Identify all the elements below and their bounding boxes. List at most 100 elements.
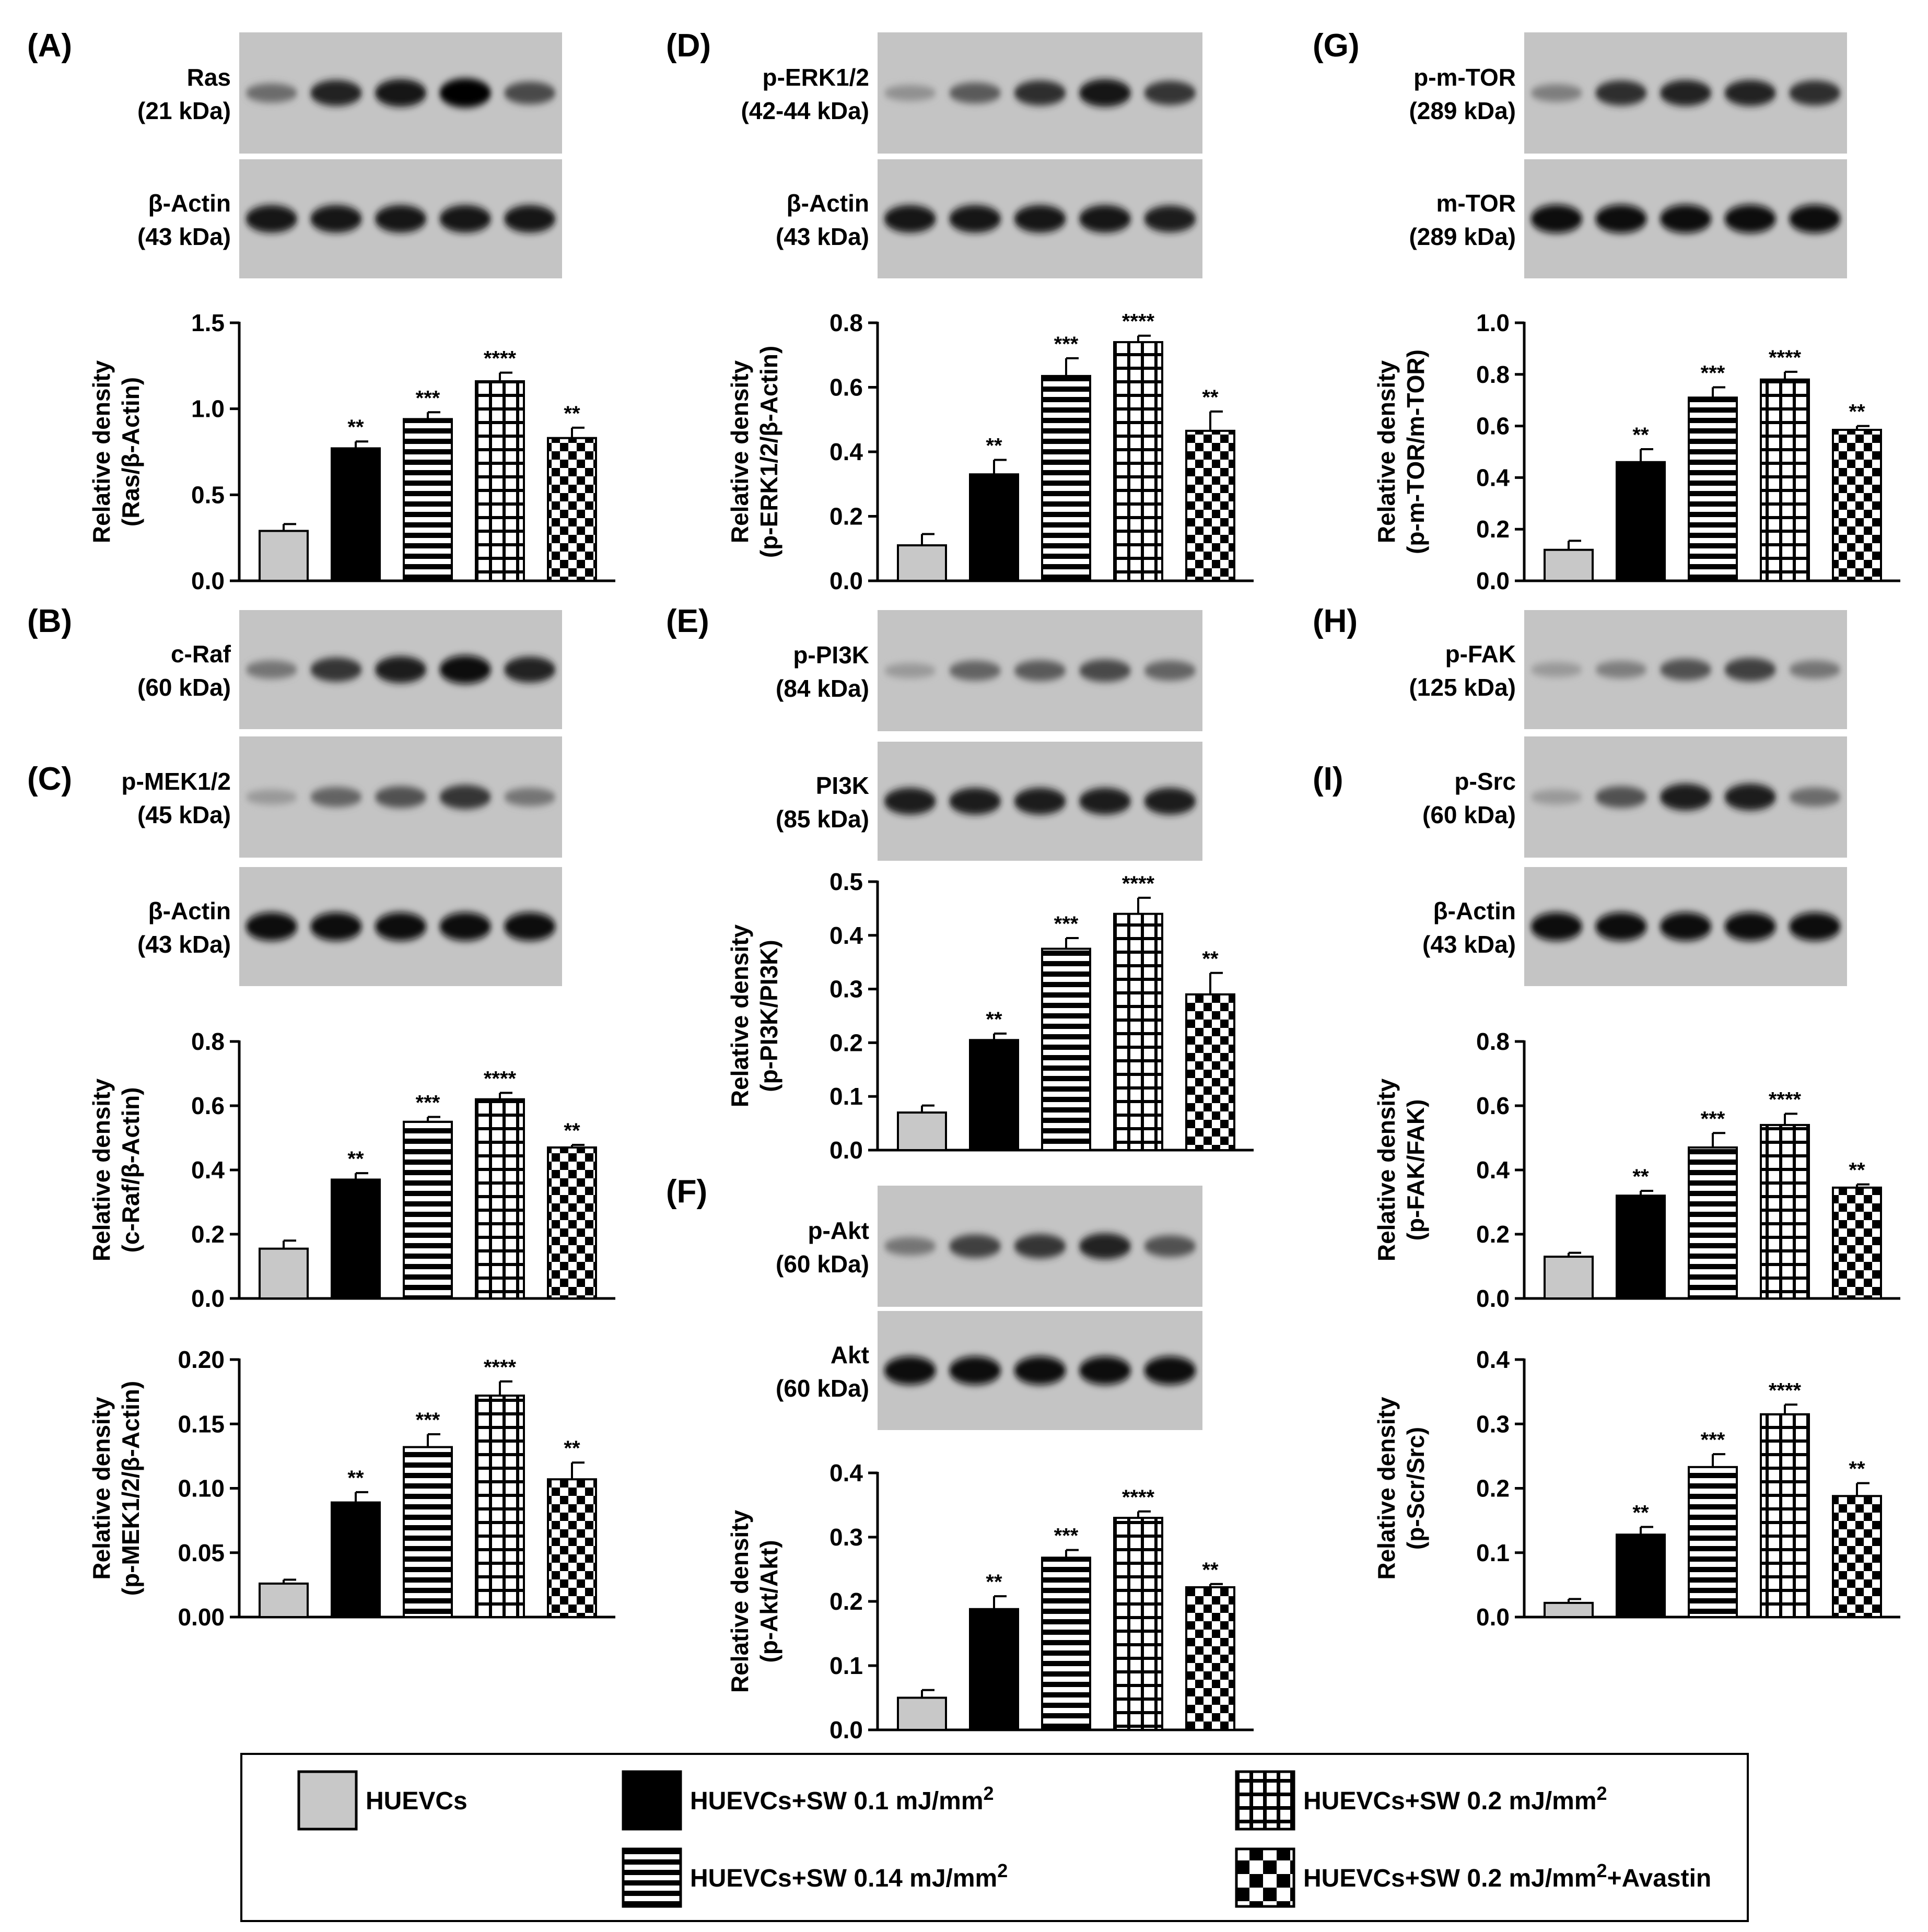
blot-protein-label: PI3K	[816, 772, 869, 799]
blot-band	[439, 784, 492, 810]
blot-band	[949, 788, 1001, 815]
legend-swatch	[1235, 1770, 1295, 1831]
blot-band	[1144, 788, 1196, 815]
y-tick-label: 0.6	[1476, 413, 1510, 440]
bar	[403, 1446, 453, 1619]
bar	[547, 437, 597, 582]
blot-band	[1595, 912, 1647, 941]
bar	[969, 473, 1019, 582]
y-tick-label: 1.5	[191, 309, 225, 336]
blot-protein-label: p-FAK	[1445, 640, 1516, 668]
y-tick-label: 0.4	[1476, 1346, 1510, 1373]
blot-band	[949, 205, 1001, 233]
significance-stars: **	[1632, 424, 1649, 447]
panel-letter-a: (A)	[27, 28, 72, 64]
blot-kda-label: (42-44 kDa)	[741, 97, 869, 124]
blot-band	[246, 205, 298, 233]
blot-band	[504, 788, 556, 806]
blot-psrc: p-Src (60 kDa)	[1422, 736, 1847, 858]
blot-akt: Akt (60 kDa)	[776, 1311, 1202, 1430]
blot-band	[504, 912, 556, 941]
blot-kda-label: (60 kDa)	[776, 1250, 869, 1278]
blot-band	[1530, 912, 1583, 941]
bar	[969, 1039, 1019, 1152]
blot-band	[884, 788, 936, 815]
blot-band	[1014, 660, 1066, 681]
blot-kda-label: (60 kDa)	[776, 1375, 869, 1402]
significance-stars: **	[986, 1008, 1002, 1031]
blot-actin_d: β-Actin (43 kDa)	[776, 159, 1202, 278]
blot-band	[310, 80, 362, 106]
significance-stars: ***	[1054, 333, 1079, 356]
y-tick-label: 0.1	[829, 1083, 863, 1110]
bar	[1113, 912, 1163, 1152]
blot-band	[1144, 1235, 1196, 1257]
panel-letter-h: (H)	[1313, 603, 1358, 639]
y-tick-label: 0.3	[829, 976, 863, 1003]
y-tick-label: 0.2	[191, 1221, 225, 1248]
blot-band	[504, 81, 556, 104]
bar	[1113, 341, 1163, 582]
blot-band	[246, 912, 298, 941]
bar	[475, 380, 525, 582]
y-tick-label: 0.5	[191, 481, 225, 508]
blot-kda-label: (84 kDa)	[776, 675, 869, 702]
bar	[1760, 1413, 1810, 1618]
bar	[1544, 548, 1594, 582]
blot-kda-label: (45 kDa)	[137, 801, 231, 828]
blot-band	[1724, 912, 1777, 941]
blot-band	[1789, 204, 1841, 233]
significance-stars: ***	[416, 1409, 440, 1432]
blot-protein-label: Akt	[831, 1341, 869, 1368]
y-tick-label: 0.8	[1476, 1028, 1510, 1055]
blot-actin_i: β-Actin (43 kDa)	[1422, 867, 1847, 986]
legend-label: HUEVCs+SW 0.14 mJ/mm2	[690, 1860, 1008, 1892]
blot-band	[884, 1237, 936, 1256]
bar	[547, 1146, 597, 1299]
blot-band	[1530, 84, 1583, 102]
bar	[259, 1582, 309, 1618]
blot-band	[884, 663, 936, 678]
chart-g: 0.0 0.2 0.4 0.6 0.8 1.0 Relative density(p-m-T…	[1373, 309, 1900, 594]
blot-band	[1530, 662, 1583, 677]
significance-stars: ***	[1701, 1428, 1725, 1451]
y-axis-title: Relative density(p-ERK1/2/β-Actin)	[726, 346, 782, 558]
y-axis-title: Relative density(Ras/β-Actin)	[88, 360, 144, 543]
bar	[1760, 378, 1810, 582]
blot-band	[1724, 658, 1777, 682]
significance-stars: ***	[416, 1092, 440, 1115]
bar	[331, 1501, 381, 1618]
bar	[259, 1247, 309, 1300]
significance-stars: **	[1632, 1501, 1649, 1524]
y-tick-label: 0.1	[829, 1652, 863, 1679]
blot-band	[310, 787, 362, 807]
bar	[1185, 993, 1235, 1151]
blot-band	[504, 657, 556, 683]
y-tick-label: 0.0	[829, 567, 863, 594]
bar	[403, 1120, 453, 1299]
bar	[475, 1098, 525, 1299]
blot-protein-label: Ras	[187, 64, 231, 91]
y-tick-label: 0.10	[178, 1475, 225, 1502]
blot-pakt: p-Akt (60 kDa)	[776, 1186, 1202, 1307]
bar	[897, 544, 947, 582]
chart-i1: 0.0 0.2 0.4 0.6 0.8 Relative density(p-FAK/FA…	[1373, 1028, 1900, 1312]
significance-stars: **	[1849, 1159, 1865, 1182]
bar	[1544, 1256, 1594, 1300]
y-tick-label: 0.4	[829, 922, 863, 949]
blot-band	[1079, 205, 1131, 233]
bar	[969, 1608, 1019, 1731]
blot-band	[949, 83, 1001, 103]
blot-band	[375, 656, 427, 683]
blot-actin_a: β-Actin (43 kDa)	[137, 159, 562, 278]
blot-protein-label: β-Actin	[1433, 897, 1516, 924]
blot-pmek: p-MEK1/2 (45 kDa)	[121, 736, 562, 858]
significance-stars: **	[1202, 1559, 1219, 1582]
chart-e: 0.0 0.1 0.2 0.3 0.4 0.5 Relative density(p-PI3…	[726, 868, 1254, 1164]
y-tick-label: 1.0	[191, 395, 225, 423]
y-tick-label: 0.1	[1476, 1539, 1510, 1566]
panel-letter-d: (D)	[666, 28, 711, 64]
blot-band	[1789, 912, 1841, 941]
y-axis-title: Relative density(c-Raf/β-Actin)	[88, 1078, 144, 1261]
significance-stars: **	[347, 1467, 364, 1490]
